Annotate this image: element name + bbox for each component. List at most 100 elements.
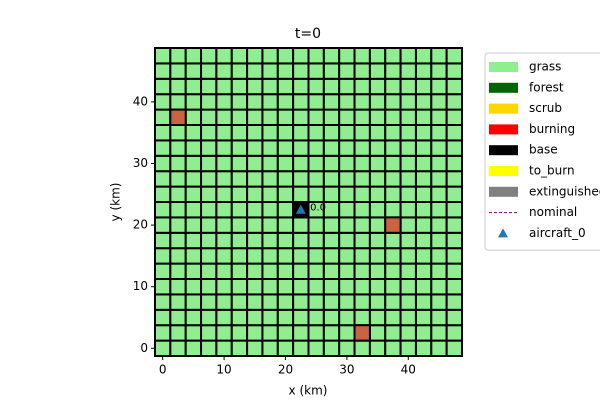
grass-cell — [292, 293, 310, 311]
grass-cell — [169, 324, 187, 342]
grass-cell — [169, 262, 187, 281]
grass-cell — [230, 293, 249, 311]
grass-cell — [230, 324, 249, 342]
legend-swatch — [489, 166, 518, 176]
grass-cell — [368, 170, 387, 188]
cell — [353, 324, 371, 342]
grass-cell — [368, 339, 387, 358]
grass-cell — [261, 308, 279, 327]
aircraft — [295, 204, 306, 214]
grass-cell — [384, 324, 402, 342]
grass-cell — [261, 185, 279, 204]
grass-cell — [230, 278, 249, 296]
grass-cell — [399, 77, 417, 96]
grass-cell — [276, 62, 295, 80]
x-tick-label: 20 — [278, 363, 293, 377]
grass-cell — [322, 47, 341, 65]
grass-cell — [445, 247, 463, 265]
grass-cell — [230, 62, 249, 80]
grass-cell — [430, 308, 448, 327]
grass-cell — [261, 62, 279, 80]
grass-cell — [215, 62, 233, 80]
grass-cell — [384, 170, 402, 188]
grass-cell — [154, 216, 172, 234]
grass-cell — [384, 124, 402, 142]
grass-cell — [338, 308, 356, 327]
grass-cell — [215, 308, 233, 327]
grass-cell — [368, 247, 387, 265]
grass-cell — [154, 201, 172, 219]
grass-cell — [430, 154, 448, 173]
x-axis-label: x (km) — [289, 384, 328, 398]
grass-cell — [445, 324, 463, 342]
grass-cell — [307, 231, 325, 250]
grass-cell — [445, 170, 463, 188]
grass-cell — [414, 62, 433, 80]
grass-cell — [215, 293, 233, 311]
grass-cell — [230, 124, 249, 142]
grass-cell — [322, 124, 341, 142]
grass-cell — [322, 247, 341, 265]
grass-cell — [322, 324, 341, 342]
grass-cell — [353, 93, 371, 111]
grass-cell — [292, 77, 310, 96]
grass-cell — [368, 139, 387, 157]
grass-cell — [292, 308, 310, 327]
grass-cell — [353, 216, 371, 234]
grass-cell — [292, 185, 310, 204]
grass-cell — [184, 47, 203, 65]
grass-cell — [445, 77, 463, 96]
grass-cell — [384, 154, 402, 173]
grass-cell — [322, 154, 341, 173]
grass-cell — [276, 339, 295, 358]
grass-cell — [184, 216, 203, 234]
legend-label: to_burn — [529, 164, 575, 178]
legend-label: aircraft_0 — [529, 226, 586, 240]
grass-cell — [276, 139, 295, 157]
grass-cell — [414, 47, 433, 65]
grass-cell — [169, 185, 187, 204]
grass-cell — [215, 154, 233, 173]
grass-cell — [430, 293, 448, 311]
grass-cell — [322, 170, 341, 188]
grass-cell — [292, 278, 310, 296]
grass-cell — [261, 216, 279, 234]
grass-cell — [200, 47, 218, 65]
grass-cell — [353, 247, 371, 265]
grass-cell — [184, 185, 203, 204]
grass-cell — [307, 216, 325, 234]
grass-cell — [338, 62, 356, 80]
grass-cell — [230, 154, 249, 173]
legend-label: forest — [529, 80, 564, 94]
grass-cell — [368, 216, 387, 234]
grass-cell — [292, 139, 310, 157]
grass-cell — [353, 170, 371, 188]
grass-cell — [414, 139, 433, 157]
grass-cell — [399, 93, 417, 111]
grass-cell — [246, 185, 264, 204]
grass-cell — [338, 339, 356, 358]
x-tick-label: 10 — [216, 363, 231, 377]
grass-cell — [276, 47, 295, 65]
grass-cell — [445, 216, 463, 234]
grass-cell — [430, 231, 448, 250]
grass-cell — [184, 93, 203, 111]
grass-cell — [368, 201, 387, 219]
grass-cell — [307, 308, 325, 327]
grass-cell — [230, 216, 249, 234]
grass-cell — [292, 93, 310, 111]
grass-cell — [292, 247, 310, 265]
chart-title: t=0 — [295, 26, 321, 42]
grass-cell — [292, 339, 310, 358]
grass-cell — [200, 185, 218, 204]
grass-cell — [230, 139, 249, 157]
grass-cell — [276, 77, 295, 96]
grass-cell — [414, 231, 433, 250]
grass-cell — [384, 77, 402, 96]
grass-cell — [169, 278, 187, 296]
grass-cell — [246, 308, 264, 327]
grass-cell — [338, 47, 356, 65]
grass-cell — [200, 216, 218, 234]
grass-cell — [338, 324, 356, 342]
